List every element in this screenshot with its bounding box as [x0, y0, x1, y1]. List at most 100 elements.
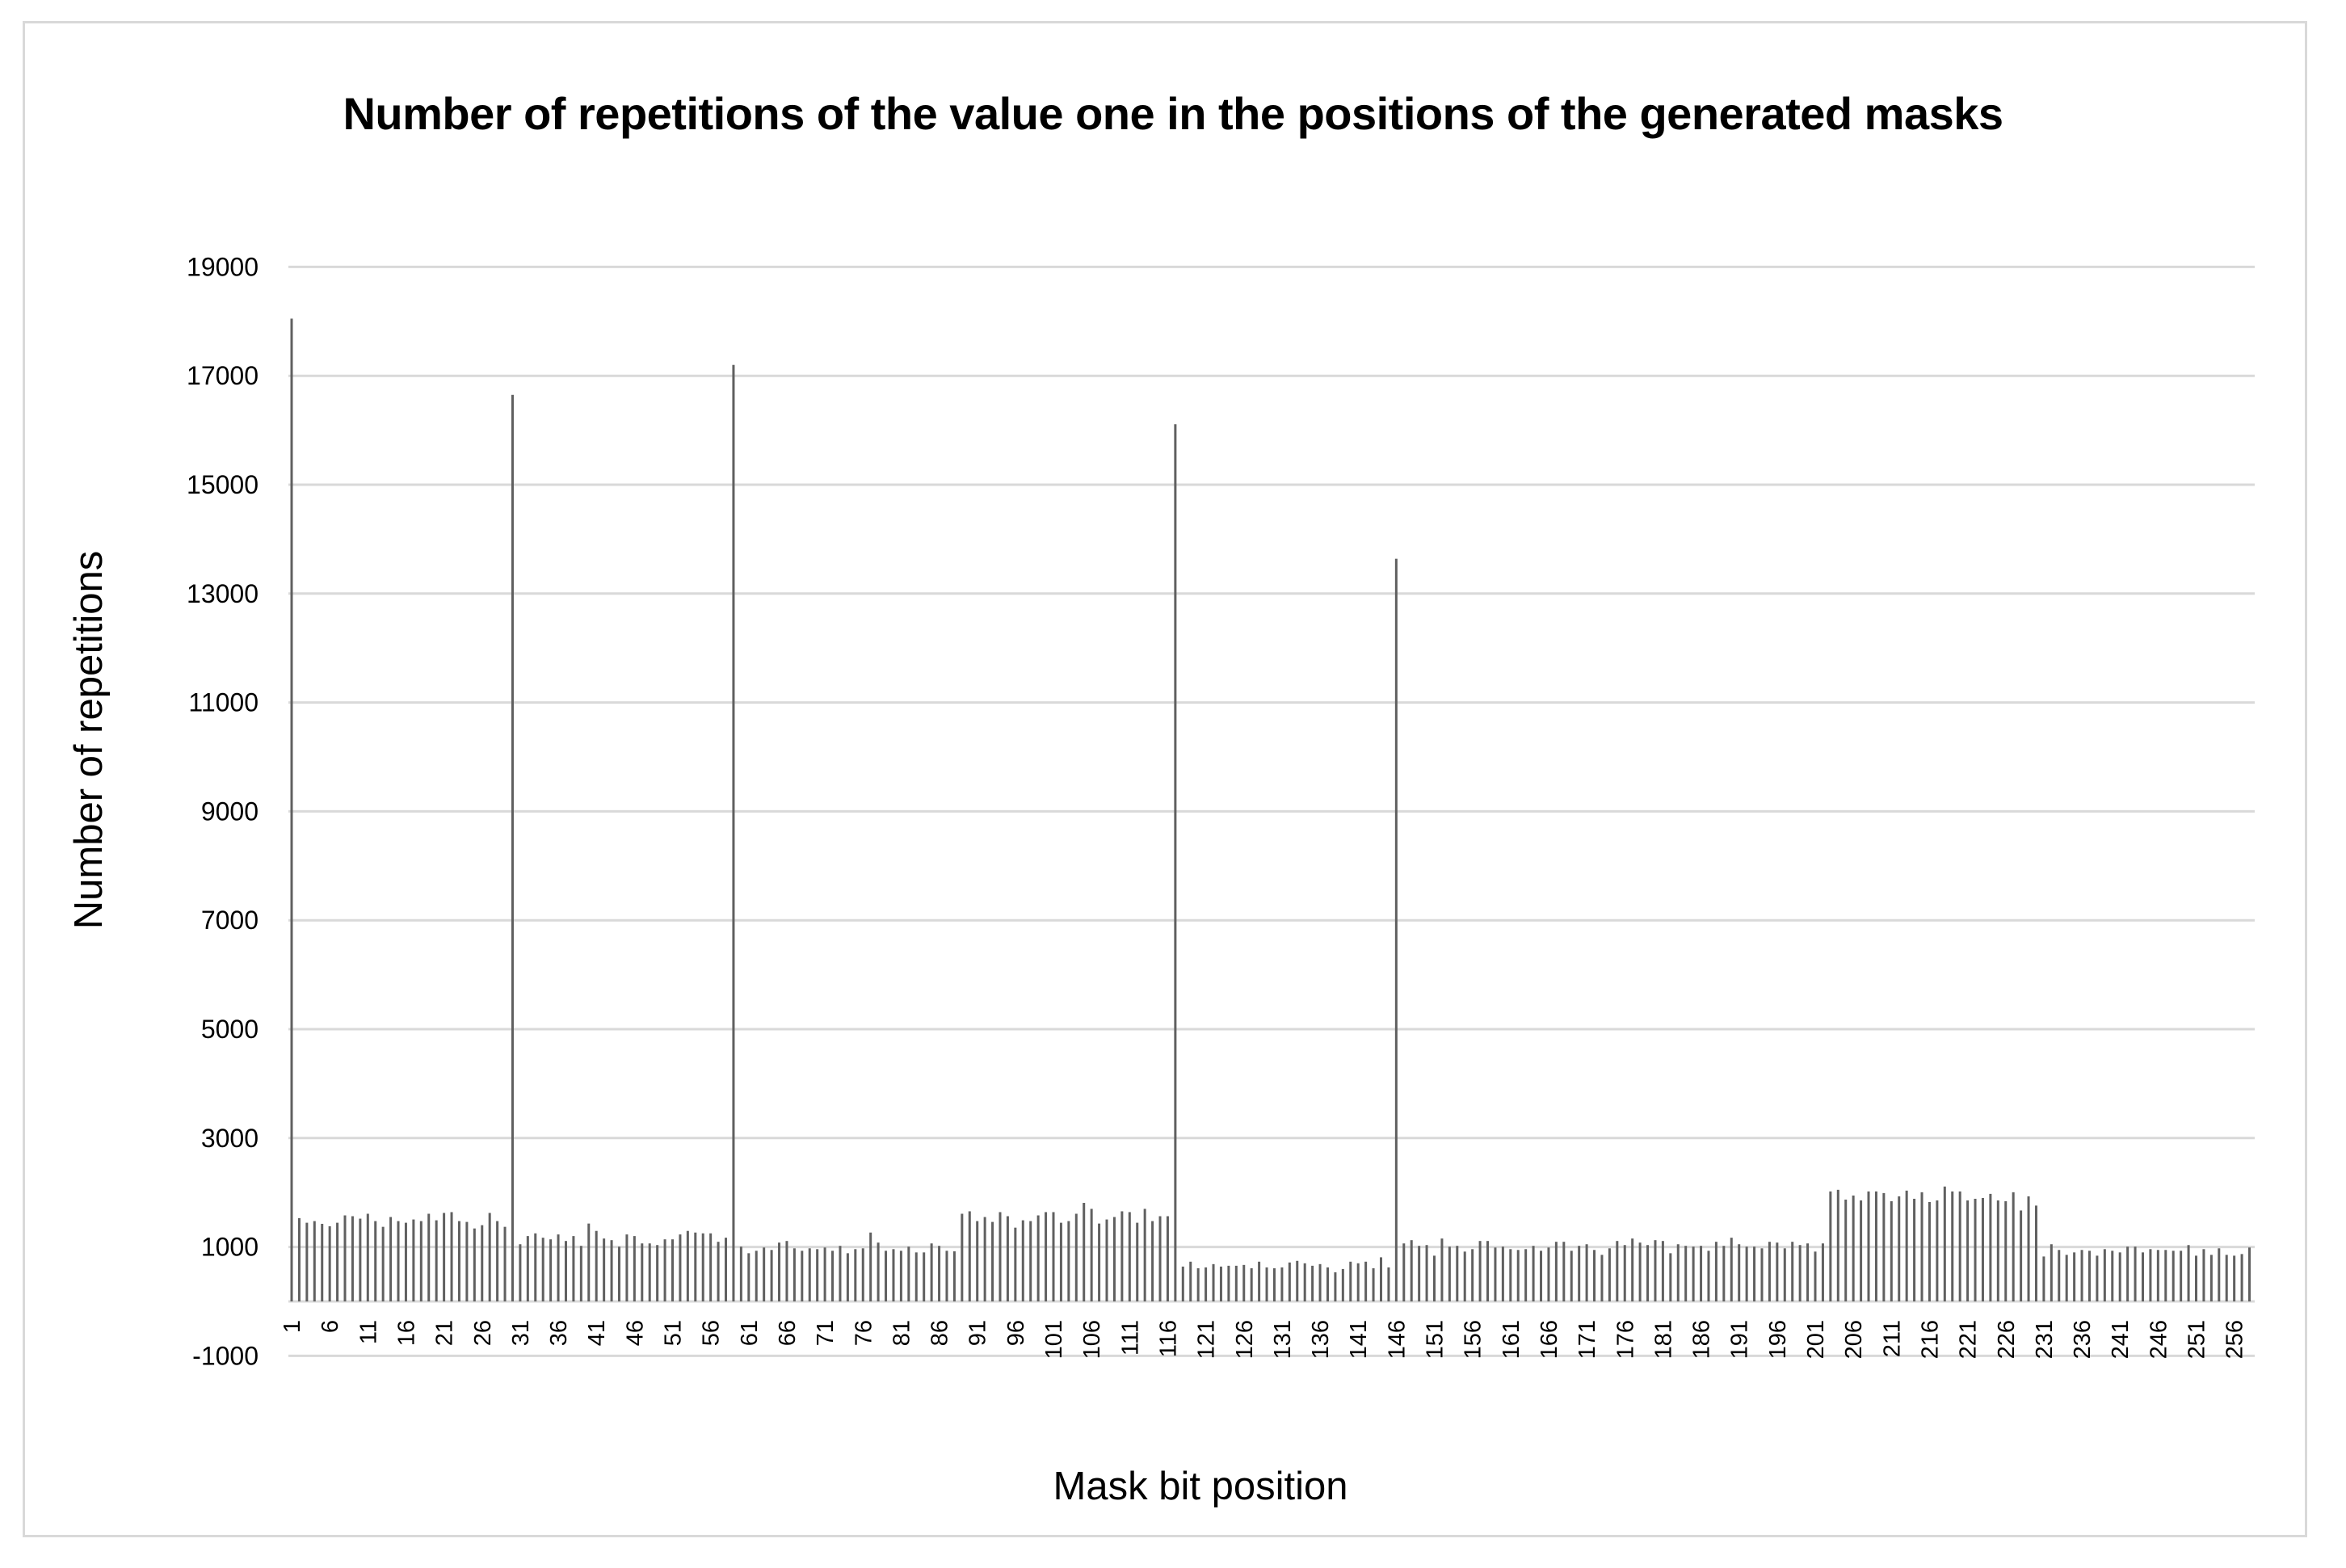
bar	[1272, 1267, 1276, 1301]
bar	[1882, 1192, 1886, 1301]
bar	[595, 1230, 598, 1301]
x-tick-label: 176	[1612, 1320, 1638, 1359]
bar	[2087, 1251, 2091, 1301]
bar	[976, 1221, 979, 1301]
bar	[839, 1246, 842, 1301]
bar	[1730, 1238, 1733, 1301]
bar	[869, 1232, 872, 1301]
bar	[1326, 1267, 1329, 1301]
bar	[1212, 1263, 1215, 1301]
bar	[412, 1219, 415, 1301]
bar	[2004, 1200, 2008, 1301]
bar	[1463, 1251, 1466, 1301]
x-tick-label: 41	[584, 1320, 610, 1346]
bar	[343, 1215, 347, 1301]
bar	[1943, 1186, 1946, 1301]
bar	[488, 1213, 491, 1301]
x-tick-label: 186	[1689, 1320, 1715, 1359]
bar	[1356, 1263, 1360, 1301]
bar	[351, 1216, 354, 1301]
bar	[1516, 1250, 1520, 1301]
bar	[1418, 1246, 1421, 1301]
bar	[2209, 1255, 2213, 1301]
bar	[755, 1251, 758, 1301]
bar	[1364, 1261, 1368, 1301]
x-tick-label: 216	[1917, 1320, 1943, 1359]
chart-frame	[23, 21, 2307, 1537]
bar	[1951, 1191, 1954, 1301]
x-tick-label: 141	[1346, 1320, 1372, 1359]
x-axis-tick-labels: 1 6 11 16 21 26 31 36 41 46 51 56 61 66 71 76 81 86 91 96 10…	[280, 1320, 2248, 1359]
bar	[579, 1246, 582, 1301]
bar	[564, 1241, 567, 1301]
bar	[1669, 1253, 1672, 1301]
bar	[473, 1228, 476, 1301]
x-tick-label: 86	[927, 1320, 953, 1346]
bar	[450, 1212, 453, 1301]
x-tick-label: 121	[1194, 1320, 1220, 1359]
bar	[1448, 1246, 1451, 1301]
bar	[404, 1222, 407, 1301]
bar	[1920, 1192, 1923, 1301]
x-tick-label: 111	[1117, 1320, 1143, 1356]
bar	[1394, 558, 1398, 1301]
bar	[1410, 1240, 1413, 1301]
bar	[930, 1243, 933, 1301]
bar	[663, 1239, 666, 1301]
bar	[2248, 1247, 2251, 1301]
bar	[1798, 1245, 1802, 1301]
bar	[1867, 1191, 1870, 1301]
bar	[1692, 1246, 1695, 1301]
bar	[1494, 1247, 1497, 1301]
x-tick-label: 71	[813, 1320, 839, 1346]
y-tick-label: 13000	[187, 579, 259, 608]
bar	[701, 1233, 704, 1301]
bar	[534, 1233, 537, 1301]
bar	[877, 1242, 880, 1301]
bar	[694, 1232, 697, 1301]
bar	[1532, 1246, 1535, 1301]
bar	[557, 1234, 560, 1301]
bar	[419, 1221, 423, 1301]
y-tick-label: 11000	[188, 688, 259, 717]
bar	[1372, 1267, 1375, 1301]
bar	[1334, 1272, 1337, 1301]
y-tick-label: 7000	[201, 906, 259, 935]
bar	[968, 1211, 971, 1301]
bar	[1486, 1241, 1490, 1301]
x-tick-label: 31	[508, 1320, 534, 1346]
bar	[1646, 1245, 1650, 1301]
bar	[1836, 1189, 1839, 1301]
bar	[1112, 1217, 1116, 1301]
bar	[1120, 1211, 1124, 1301]
bar	[1547, 1247, 1550, 1301]
bar	[983, 1217, 986, 1301]
bar	[290, 318, 293, 1302]
bar	[336, 1222, 339, 1301]
bar	[1059, 1222, 1062, 1301]
bar	[481, 1225, 484, 1301]
x-tick-label: 161	[1499, 1320, 1524, 1359]
bar	[1151, 1221, 1154, 1301]
bar	[961, 1213, 964, 1301]
bar	[2233, 1255, 2236, 1301]
bar	[572, 1236, 575, 1301]
x-tick-label: 191	[1727, 1320, 1753, 1359]
x-tick-label: 241	[2108, 1320, 2134, 1359]
bar	[1852, 1195, 1855, 1301]
bar	[511, 394, 514, 1301]
bar	[1966, 1200, 1970, 1301]
bar	[816, 1249, 819, 1301]
bar	[831, 1251, 835, 1301]
bar	[686, 1230, 689, 1301]
bar	[2073, 1252, 2076, 1301]
bar	[785, 1241, 788, 1301]
x-tick-label: 76	[851, 1320, 877, 1346]
bar	[1616, 1241, 1619, 1301]
bar	[1219, 1266, 1222, 1301]
x-tick-label: 81	[889, 1320, 914, 1346]
bar	[519, 1244, 522, 1301]
bar	[1067, 1221, 1070, 1301]
bar	[1608, 1248, 1611, 1301]
x-tick-label: 226	[1994, 1320, 2020, 1359]
